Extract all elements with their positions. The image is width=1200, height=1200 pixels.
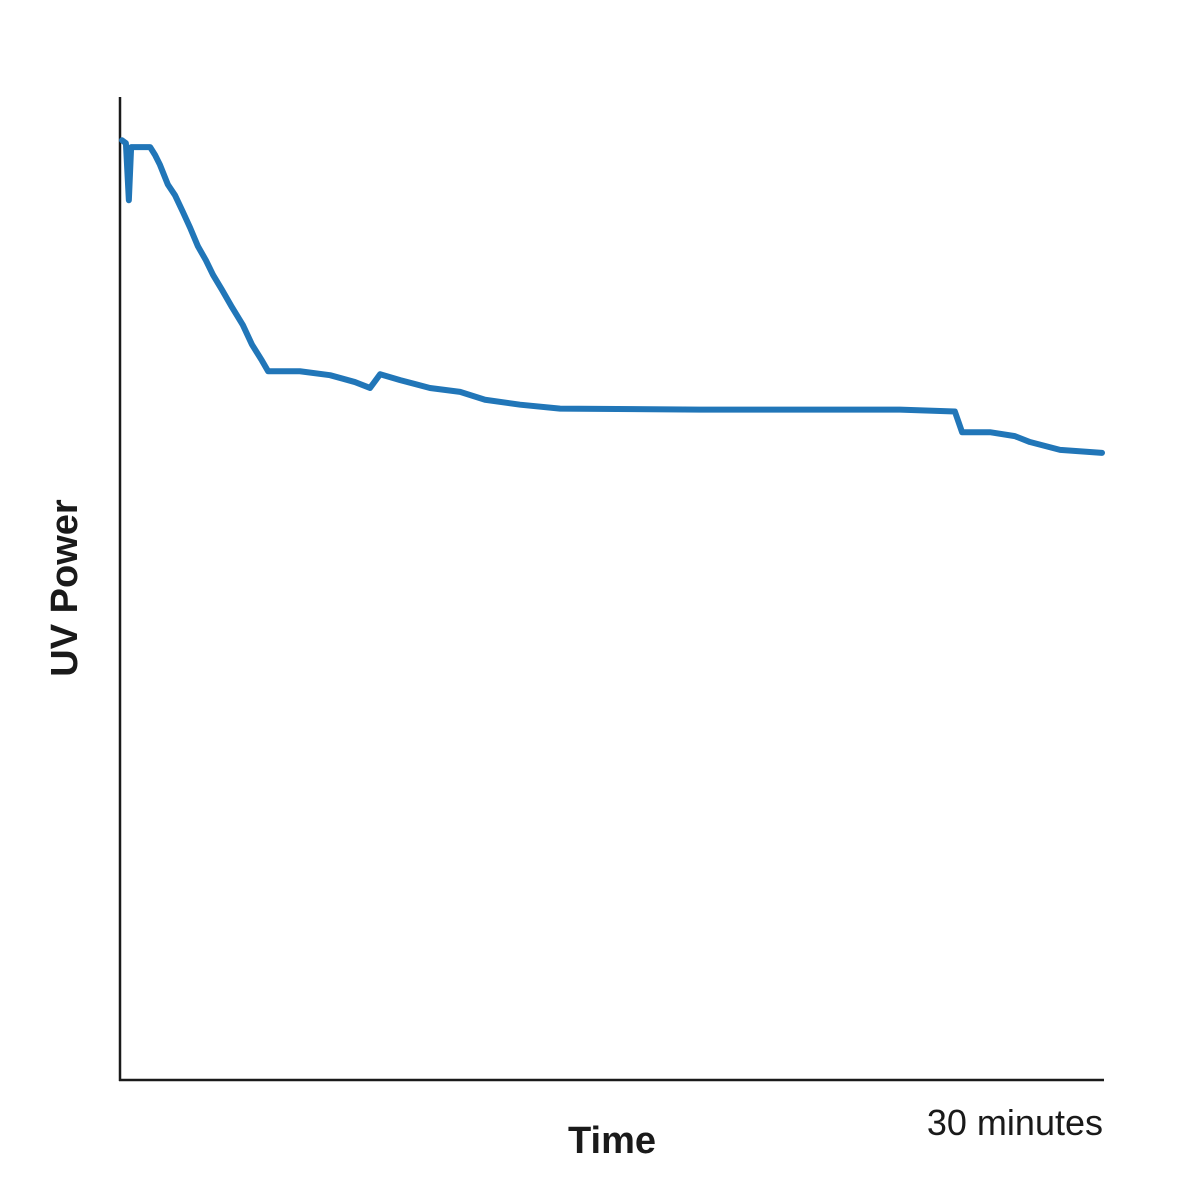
- x-axis-label: Time: [568, 1120, 656, 1162]
- x-tick-label: 30 minutes: [927, 1102, 1103, 1143]
- data-line: [118, 137, 1106, 456]
- y-axis-label: UV Power: [44, 499, 86, 677]
